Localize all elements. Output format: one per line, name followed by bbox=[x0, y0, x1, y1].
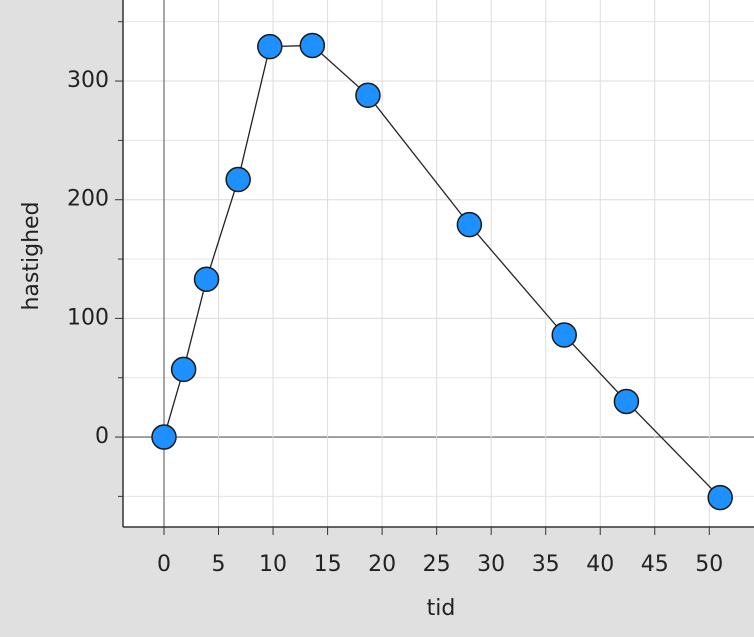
x-tick-label: 40 bbox=[586, 552, 614, 577]
point bbox=[299, 32, 326, 59]
point bbox=[257, 33, 283, 60]
x-tick-label: 0 bbox=[157, 552, 171, 577]
y-tick-label: 200 bbox=[67, 187, 109, 212]
point bbox=[193, 266, 220, 292]
point bbox=[355, 82, 381, 109]
x-tick-label: 50 bbox=[695, 552, 723, 577]
point bbox=[456, 211, 483, 238]
x-tick-label: 5 bbox=[212, 552, 226, 577]
x-axis-label: tid bbox=[427, 596, 456, 621]
x-tick-label: 25 bbox=[423, 552, 451, 577]
x-tick-label: 35 bbox=[532, 552, 560, 577]
y-tick-label: 300 bbox=[67, 68, 109, 93]
x-tick-label: 10 bbox=[259, 552, 287, 577]
x-tick-label: 45 bbox=[641, 552, 669, 577]
point bbox=[225, 166, 251, 193]
point bbox=[151, 424, 177, 450]
plot-area bbox=[123, 0, 754, 527]
x-tick-label: 15 bbox=[314, 552, 342, 577]
x-tick-label: 30 bbox=[477, 552, 505, 577]
y-axis-label: hastighed bbox=[19, 201, 44, 310]
point bbox=[707, 484, 733, 511]
point bbox=[170, 356, 197, 383]
y-tick-label: 100 bbox=[67, 305, 109, 330]
x-tick-label: 20 bbox=[368, 552, 396, 577]
y-tick-label: 0 bbox=[95, 424, 109, 449]
point bbox=[613, 388, 640, 415]
point bbox=[551, 322, 577, 348]
